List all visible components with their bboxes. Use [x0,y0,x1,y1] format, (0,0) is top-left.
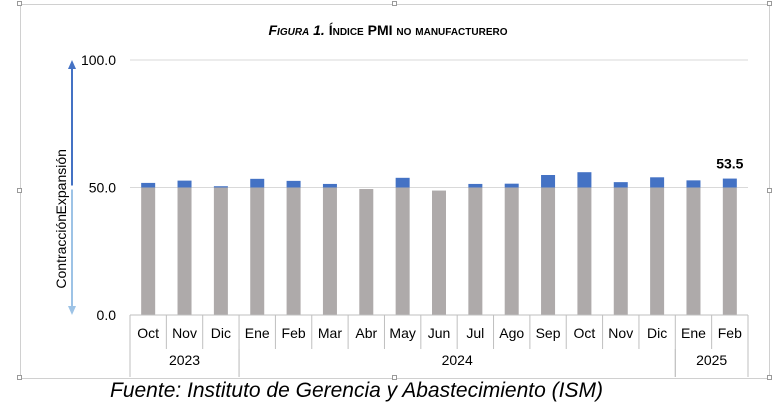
bar-contraction [213,187,228,315]
x-tick-label: Dic [647,325,667,341]
x-tick-label: Feb [282,325,306,341]
bar-expansion [541,175,556,188]
x-tick-label: Oct [137,325,159,341]
bar-expansion [650,177,665,188]
source-note: Fuente: Instituto de Gerencia y Abasteci… [110,379,603,402]
resize-handle-top-middle[interactable] [392,1,397,6]
bar-expansion [577,172,592,188]
bar-contraction [359,189,374,315]
resize-handle-bottom-right[interactable] [767,375,772,380]
expansion-arrowhead [68,60,76,69]
bar-expansion [141,182,156,188]
bar-contraction [686,187,701,315]
bar-contraction [250,187,265,315]
resize-handle-bottom-left[interactable] [17,375,22,380]
x-tick-label: May [389,325,415,341]
bar-contraction [722,187,737,315]
bar-expansion [322,183,337,188]
bar-expansion [213,186,228,188]
bar-contraction [650,187,665,315]
figure-title-text: Índice PMI no manufacturero [328,22,508,38]
bar-contraction [432,190,446,315]
bar-expansion [395,177,410,188]
x-tick-label: Abr [355,325,377,341]
x-tick-label: Mar [318,325,342,341]
bar-expansion [686,180,701,188]
bar-contraction [541,187,556,315]
ylabel-contraction: Contracción [53,214,69,289]
x-tick-label: Ago [499,325,524,341]
bar-contraction [468,187,483,315]
bar-contraction [613,187,628,315]
x-tick-label: Sep [536,325,561,341]
resize-handle-top-right[interactable] [767,1,772,6]
bar-contraction [322,187,337,315]
bar-contraction [577,187,592,315]
bar-expansion [468,183,483,188]
x-tick-label: Jun [428,325,451,341]
year-label: 2023 [169,352,200,368]
figure-number: Figura 1. [268,22,325,38]
bar-contraction [177,187,192,315]
x-tick-label: Nov [608,325,633,341]
bar-expansion [722,178,737,188]
year-label: 2024 [442,352,473,368]
x-tick-label: Dic [211,325,231,341]
bar-contraction [141,187,156,315]
y-tick-label: 100.0 [81,52,116,68]
bar-expansion [504,183,519,188]
x-tick-label: Oct [574,325,596,341]
y-tick-label: 50.0 [89,180,116,196]
y-tick-label: 0.0 [97,307,117,323]
x-tick-label: Jul [466,325,484,341]
contraction-arrowhead [68,306,76,315]
bar-expansion [613,182,628,188]
x-tick-label: Ene [681,325,706,341]
resize-handle-top-left[interactable] [17,1,22,6]
chart-title: Figura 1. Índice PMI no manufacturero [0,22,776,38]
bar-expansion [250,178,265,188]
bar-expansion [177,180,192,188]
resize-handle-middle-right[interactable] [767,188,772,193]
year-label: 2025 [696,352,727,368]
resize-handle-bottom-middle[interactable] [392,375,397,380]
ylabel-expansion: Expansión [53,149,69,214]
x-tick-label: Nov [172,325,197,341]
bar-contraction [395,187,410,315]
bar-contraction [286,187,301,315]
bar-expansion [286,180,301,188]
data-label: 53.5 [716,156,743,172]
resize-handle-middle-left[interactable] [17,188,22,193]
x-tick-label: Feb [718,325,742,341]
bar-contraction [504,187,519,315]
x-tick-label: Ene [245,325,270,341]
